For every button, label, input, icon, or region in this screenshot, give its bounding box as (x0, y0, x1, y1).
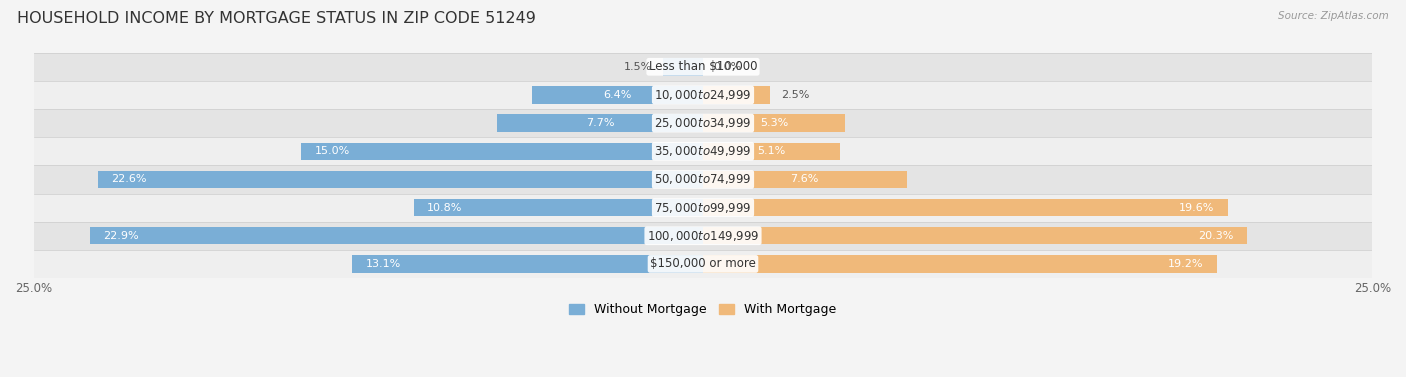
Text: 7.6%: 7.6% (790, 175, 818, 184)
Text: $100,000 to $149,999: $100,000 to $149,999 (647, 229, 759, 243)
Bar (413, 199, 703, 216)
Text: 22.6%: 22.6% (111, 175, 146, 184)
Text: $25,000 to $34,999: $25,000 to $34,999 (654, 116, 752, 130)
Bar (703, 114, 845, 132)
Bar (496, 114, 703, 132)
Text: 19.6%: 19.6% (1180, 202, 1215, 213)
Text: 10.8%: 10.8% (427, 202, 463, 213)
Bar (34, 81, 1372, 109)
Bar (703, 227, 1247, 244)
Bar (34, 193, 1372, 222)
Bar (703, 86, 770, 104)
Text: 7.7%: 7.7% (586, 118, 614, 128)
Text: 1.5%: 1.5% (624, 62, 652, 72)
Bar (34, 109, 1372, 137)
Bar (98, 171, 703, 188)
Bar (34, 250, 1372, 278)
Text: 5.3%: 5.3% (759, 118, 789, 128)
Text: 13.1%: 13.1% (366, 259, 401, 269)
Text: 6.4%: 6.4% (603, 90, 631, 100)
Text: $75,000 to $99,999: $75,000 to $99,999 (654, 201, 752, 215)
Bar (703, 171, 907, 188)
Bar (34, 53, 1372, 81)
Bar (703, 143, 839, 160)
Bar (34, 166, 1372, 193)
Bar (703, 199, 1227, 216)
Legend: Without Mortgage, With Mortgage: Without Mortgage, With Mortgage (564, 298, 842, 321)
Bar (301, 143, 703, 160)
Text: 15.0%: 15.0% (315, 146, 350, 156)
Text: $35,000 to $49,999: $35,000 to $49,999 (654, 144, 752, 158)
Bar (34, 137, 1372, 166)
Bar (90, 227, 703, 244)
Text: $50,000 to $74,999: $50,000 to $74,999 (654, 172, 752, 187)
Text: 5.1%: 5.1% (758, 146, 786, 156)
Text: 2.5%: 2.5% (780, 90, 808, 100)
Text: Source: ZipAtlas.com: Source: ZipAtlas.com (1278, 11, 1389, 21)
Text: 20.3%: 20.3% (1198, 231, 1233, 241)
Bar (531, 86, 703, 104)
Text: $10,000 to $24,999: $10,000 to $24,999 (654, 88, 752, 102)
Text: HOUSEHOLD INCOME BY MORTGAGE STATUS IN ZIP CODE 51249: HOUSEHOLD INCOME BY MORTGAGE STATUS IN Z… (17, 11, 536, 26)
Text: $150,000 or more: $150,000 or more (650, 257, 756, 270)
Bar (353, 255, 703, 273)
Bar (703, 255, 1218, 273)
Bar (34, 222, 1372, 250)
Text: 19.2%: 19.2% (1168, 259, 1204, 269)
Text: 22.9%: 22.9% (103, 231, 139, 241)
Text: Less than $10,000: Less than $10,000 (648, 60, 758, 73)
Text: 0.0%: 0.0% (714, 62, 742, 72)
Bar (662, 58, 703, 75)
